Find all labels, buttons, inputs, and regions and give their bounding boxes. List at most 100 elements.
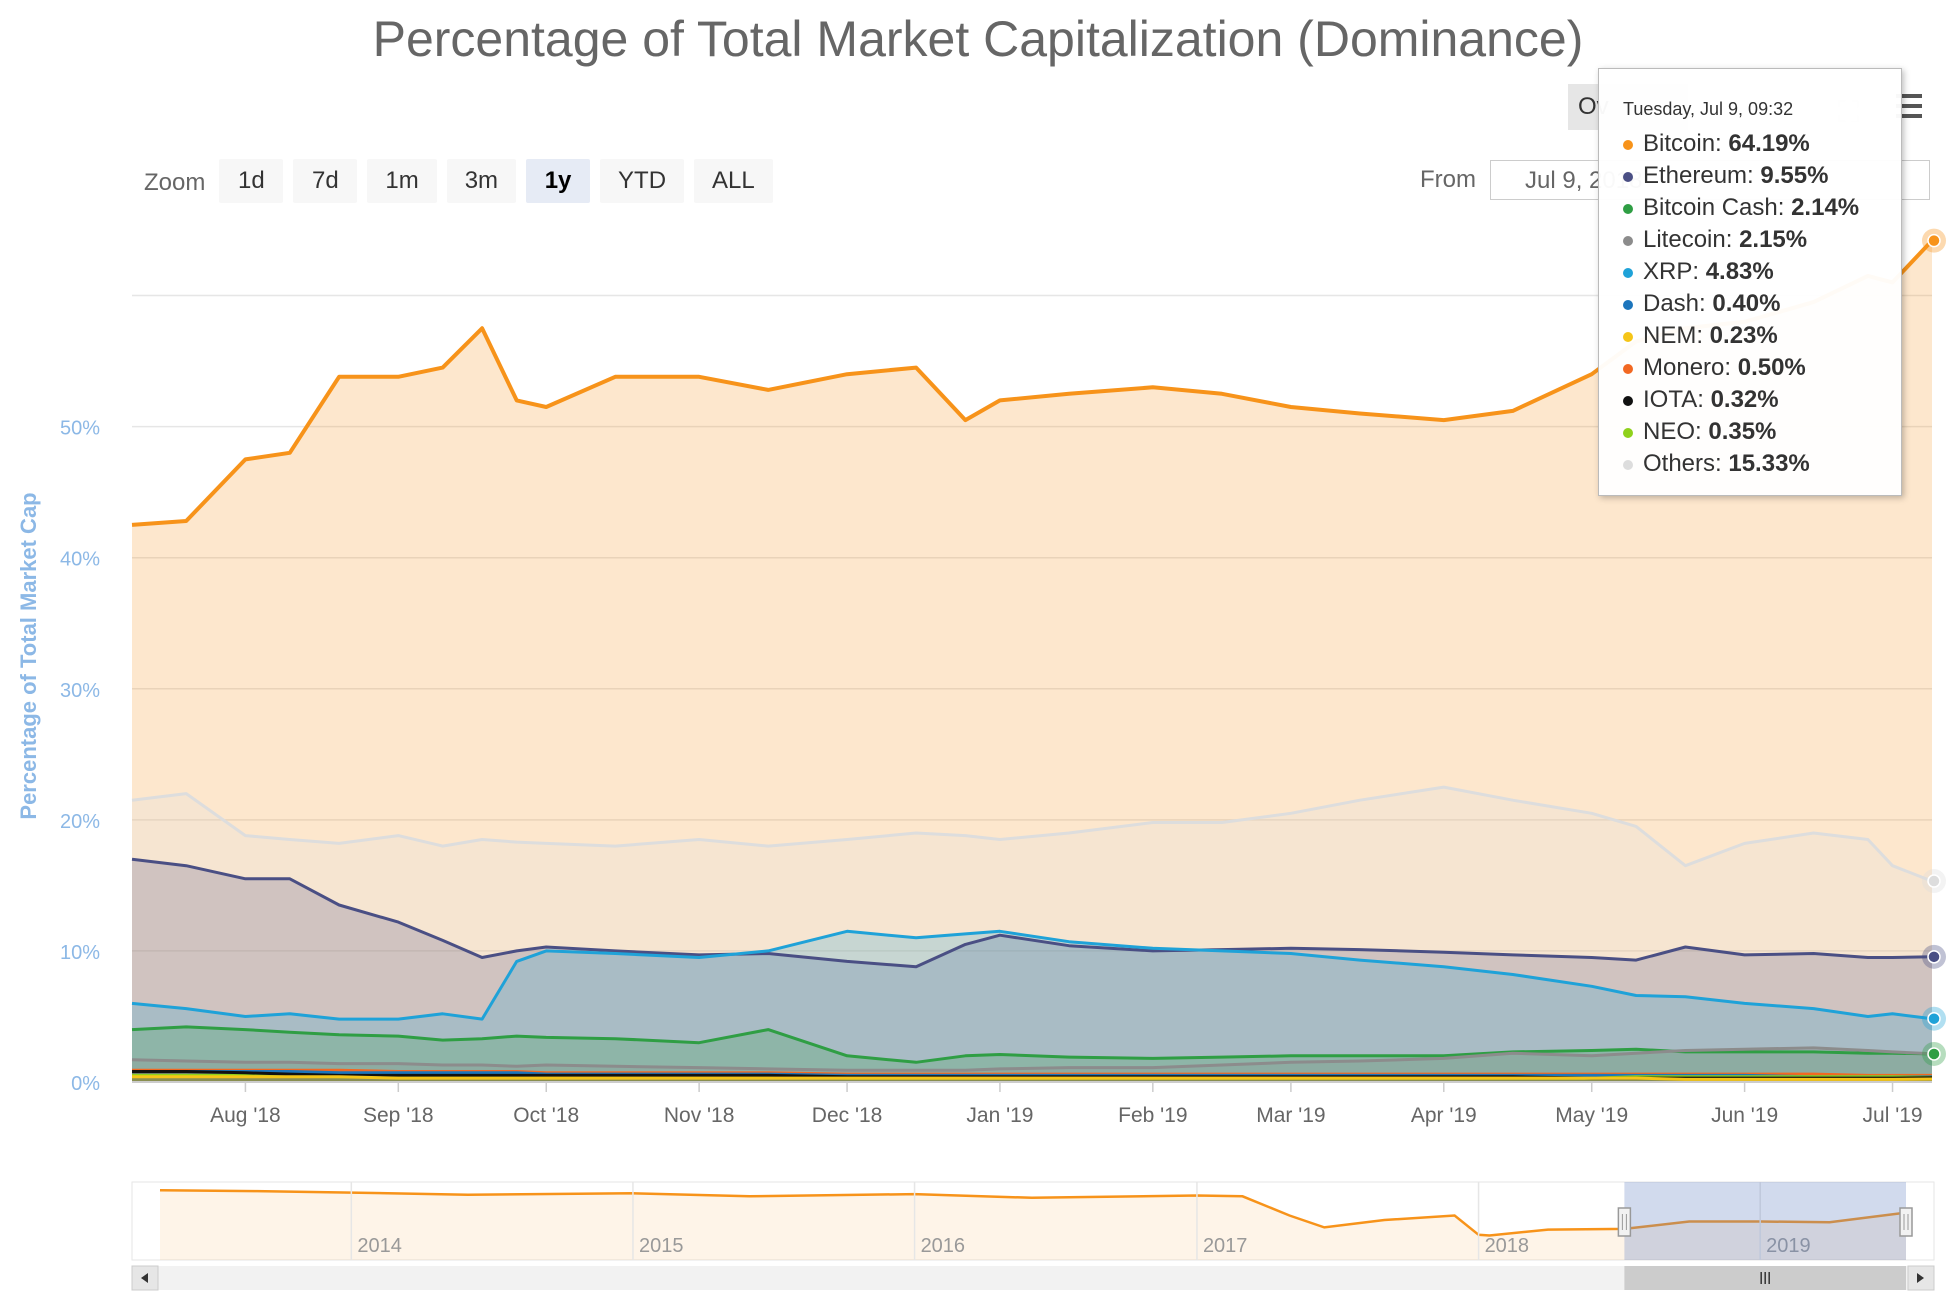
x-tick-label: Sep '18: [363, 1104, 434, 1127]
tooltip-series-value: 0.32%: [1710, 386, 1779, 413]
x-tick-label: Nov '18: [664, 1104, 735, 1127]
end-marker: [1927, 1047, 1941, 1061]
y-tick-label: 50%: [60, 418, 100, 440]
zoom-all-button[interactable]: ALL: [694, 159, 773, 203]
series-line-xrp: [131, 929, 1933, 1021]
x-tick-label: Aug '18: [210, 1104, 281, 1127]
y-axis-label: Percentage of Total Market Cap: [16, 492, 41, 819]
tooltip-series-value: 4.83%: [1705, 258, 1774, 285]
tooltip-row: IOTA: 0.32%: [1623, 384, 1901, 416]
tooltip-series-name: Monero:: [1643, 354, 1738, 381]
legend-dot-icon: [1623, 203, 1633, 214]
navigator-area: [160, 1190, 1906, 1260]
series-area-xrp: [132, 931, 1932, 1082]
legend-dot-icon: [1623, 363, 1633, 374]
arrow-right-icon: [1917, 1273, 1924, 1283]
tooltip-row: Others: 15.33%: [1623, 448, 1901, 480]
series-line-others: [131, 785, 1933, 883]
series-line-litecoin: [131, 1046, 1933, 1072]
y-axis: 0% 10% 20% 30% 40% 50%: [60, 418, 100, 1095]
x-tick-label: Feb '19: [1118, 1104, 1187, 1127]
zoom-bar: Zoom 1d 7d 1m 3m 1y YTD ALL: [144, 158, 783, 204]
tooltip-series-value: 9.55%: [1760, 162, 1829, 189]
tooltip-row: Dash: 0.40%: [1623, 288, 1901, 320]
tooltip-series-name: Bitcoin:: [1643, 130, 1729, 157]
x-tick-label: May '19: [1555, 1104, 1628, 1127]
legend-dot-icon: [1623, 395, 1633, 406]
series-line-nem: [132, 1075, 1933, 1081]
x-tick-label: Dec '18: [812, 1104, 883, 1127]
legend-dot-icon: [1623, 235, 1633, 246]
navigator-handle[interactable]: [1617, 1207, 1632, 1237]
zoom-1m-button[interactable]: 1m: [367, 159, 437, 203]
legend-dot-icon: [1623, 459, 1633, 470]
tooltip-series-value: 64.19%: [1728, 130, 1810, 157]
zoom-label: Zoom: [144, 169, 206, 196]
navigator-line: [159, 1189, 1907, 1237]
series-lines: [131, 239, 1934, 1081]
tooltip-series-value: 0.50%: [1737, 354, 1806, 381]
zoom-3m-button[interactable]: 3m: [446, 159, 517, 203]
zoom-ytd-button[interactable]: YTD: [600, 159, 685, 203]
navigator-selection[interactable]: [1624, 1182, 1906, 1260]
legend-dot-icon: [1623, 427, 1633, 438]
zoom-1y-button[interactable]: 1y: [526, 159, 591, 203]
x-tick-label: Jan '19: [966, 1104, 1033, 1127]
y-tick-label: 40%: [60, 549, 100, 571]
tooltip-row: Monero: 0.50%: [1623, 352, 1901, 384]
tooltip: Tuesday, Jul 9, 09:32 Bitcoin: 64.19% Eth…: [1598, 68, 1902, 496]
x-tick-label: Oct '18: [513, 1104, 579, 1127]
x-axis: Aug '18 Sep '18 Oct '18 Nov '18 Dec '18 Jan '…: [132, 1081, 1932, 1127]
series-areas: [132, 240, 1932, 1083]
tooltip-row: NEM: 0.23%: [1623, 320, 1901, 352]
legend-dot-icon: [1623, 299, 1633, 310]
tooltip-series-value: 2.15%: [1739, 226, 1808, 253]
legend-dot-icon: [1623, 267, 1633, 278]
tooltip-series-name: IOTA:: [1643, 386, 1711, 413]
tooltip-series-name: Bitcoin Cash:: [1643, 194, 1792, 221]
navigator-handle[interactable]: [1899, 1207, 1913, 1237]
navigator-tick-label: 2019: [1766, 1235, 1811, 1257]
series-area-bitcoin: [132, 240, 1932, 1083]
tooltip-header: Tuesday, Jul 9, 09:32: [1623, 99, 1794, 119]
hamburger-menu-icon[interactable]: [1896, 94, 1922, 118]
arrow-left-icon: [141, 1273, 148, 1283]
end-marker: [1927, 950, 1941, 964]
navigator-tick-label: 2015: [639, 1235, 684, 1257]
navigator-tick-label: 2016: [921, 1235, 966, 1257]
end-marker: [1927, 1011, 1941, 1026]
chart-title: Percentage of Total Market Capitalizatio…: [372, 11, 1584, 67]
zoom-7d-button[interactable]: 7d: [293, 159, 358, 203]
tooltip-series-value: 0.23%: [1709, 322, 1778, 349]
y-tick-label: 10%: [60, 942, 100, 964]
tooltip-row: NEO: 0.35%: [1623, 416, 1901, 448]
zoom-1d-button[interactable]: 1d: [219, 159, 284, 203]
series-area-ethereum: [132, 859, 1932, 1082]
tooltip-row: Bitcoin Cash: 2.14%: [1623, 192, 1901, 224]
x-tick-label: Mar '19: [1256, 1104, 1325, 1127]
series-area-bitcoin-cash: [132, 1026, 1932, 1082]
y-tick-label: 30%: [60, 680, 100, 702]
from-label: From: [1420, 166, 1476, 193]
tooltip-row: Litecoin: 2.15%: [1623, 224, 1901, 256]
tooltip-series-name: XRP:: [1643, 258, 1706, 285]
y-tick-label: 0%: [71, 1073, 100, 1095]
end-marker: [1927, 233, 1941, 248]
x-tick-label: Jun '19: [1711, 1104, 1778, 1127]
tooltip-series-value: 0.40%: [1712, 290, 1781, 317]
navigator-tick-label: 2014: [357, 1235, 402, 1257]
y-tick-label: 20%: [60, 811, 100, 833]
legend-dot-icon: [1623, 139, 1633, 150]
legend-dot-icon: [1623, 331, 1633, 342]
legend-dot-icon: [1623, 171, 1633, 182]
tooltip-row: Bitcoin: 64.19%: [1623, 128, 1901, 160]
tooltip-row: Ethereum: 9.55%: [1623, 160, 1901, 192]
tooltip-series-name: NEM:: [1643, 322, 1710, 349]
tooltip-series-name: Ethereum:: [1643, 162, 1761, 189]
tooltip-series-name: Dash:: [1643, 290, 1713, 317]
tooltip-series-value: 2.14%: [1791, 194, 1860, 221]
tooltip-row: XRP: 4.83%: [1623, 256, 1901, 288]
tooltip-series-name: NEO:: [1643, 418, 1709, 445]
series-line-ethereum: [131, 857, 1933, 969]
tooltip-series-value: 0.35%: [1708, 418, 1777, 445]
